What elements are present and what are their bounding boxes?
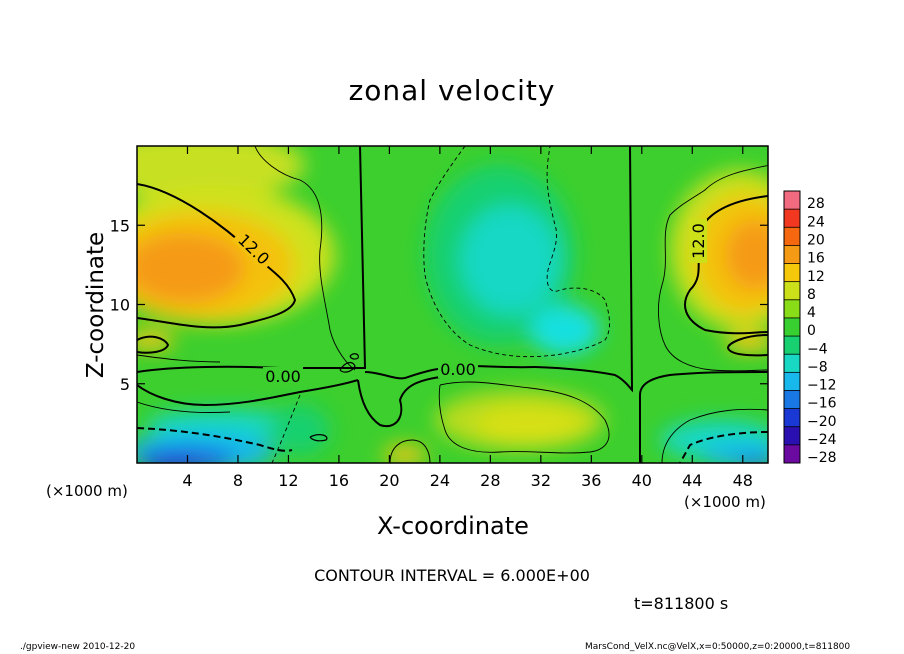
colorbar-swatch [784,299,800,319]
chart-title: zonal velocity [348,74,556,107]
colorbar-label: 16 [807,251,825,267]
colorbar-label: 8 [807,287,816,303]
contour-label-0-left: 0.00 [265,367,301,386]
y-tick-label: 5 [120,375,130,394]
colorbar-swatch [784,408,800,428]
colorbar-label: 4 [807,305,816,321]
colorbar: 28 24 20 16 12 8 4 0 −4 −8 −12 −16 −20 −24 −28 [783,190,837,466]
colorbar-swatch [784,263,800,283]
time-label: t=811800 s [634,594,729,613]
colorbar-swatch [784,281,800,301]
x-tick-label: 12 [278,471,298,490]
colorbar-swatch [784,372,800,391]
y-axis-label: Z-coordinate [83,231,109,379]
x-tick-label: 36 [581,471,601,490]
colorbar-label: 28 [807,196,825,212]
colorbar-label: −4 [807,341,828,357]
heatmap-field: 12.0 12.0 0.00 0.00 [137,146,768,463]
y-axis-unit-right: (×1000 m) [684,493,766,511]
y-axis: 5 10 15 [110,216,768,394]
colorbar-swatch [784,336,800,355]
colorbar-label: 20 [807,232,825,248]
x-tick-label: 48 [733,471,753,490]
colorbar-label: −12 [807,378,837,394]
colorbar-swatch [784,390,800,410]
footer-left: ./gpview-new 2010-12-20 [20,642,136,652]
colorbar-label: 0 [807,323,816,339]
contour-label-12-right: 12.0 [689,223,708,259]
x-axis-label: X-coordinate [377,512,529,540]
colorbar-swatch [784,227,800,246]
x-tick-label: 16 [329,471,349,490]
colorbar-label: −28 [807,450,837,466]
colorbar-swatch [784,444,800,464]
x-tick-label: 4 [182,471,192,490]
colorbar-label: 12 [807,269,825,285]
x-tick-label: 8 [233,471,243,490]
colorbar-label: −20 [807,414,837,430]
colorbar-label: −8 [807,359,828,375]
footer-right: MarsCond_VelX.nc@VelX,x=0:50000,z=0:2000… [585,642,851,652]
x-tick-label: 44 [682,471,702,490]
colorbar-swatch [784,191,800,210]
x-tick-label: 32 [531,471,551,490]
x-tick-label: 28 [480,471,500,490]
contour-label-0-center: 0.00 [440,360,476,379]
colorbar-label: −24 [807,432,837,448]
colorbar-swatch [784,354,800,373]
contour-labels: 12.0 12.0 0.00 0.00 [231,219,708,386]
x-axis-unit-left: (×1000 m) [46,482,128,500]
colorbar-swatch [784,426,800,446]
y-tick-label: 10 [110,296,130,315]
x-tick-label: 24 [430,471,450,490]
y-tick-label: 15 [110,216,130,235]
colorbar-swatch [784,317,800,337]
contour-interval-note: CONTOUR INTERVAL = 6.000E+00 [314,566,590,585]
x-axis: 4 8 12 16 20 24 28 32 36 40 44 48 [182,146,753,490]
colorbar-label: −16 [807,396,837,412]
x-tick-label: 40 [632,471,652,490]
colorbar-swatch [784,209,800,228]
colorbar-swatch [784,245,800,265]
colorbar-frame [783,190,801,464]
x-tick-label: 20 [379,471,399,490]
colorbar-label: 24 [807,214,825,230]
